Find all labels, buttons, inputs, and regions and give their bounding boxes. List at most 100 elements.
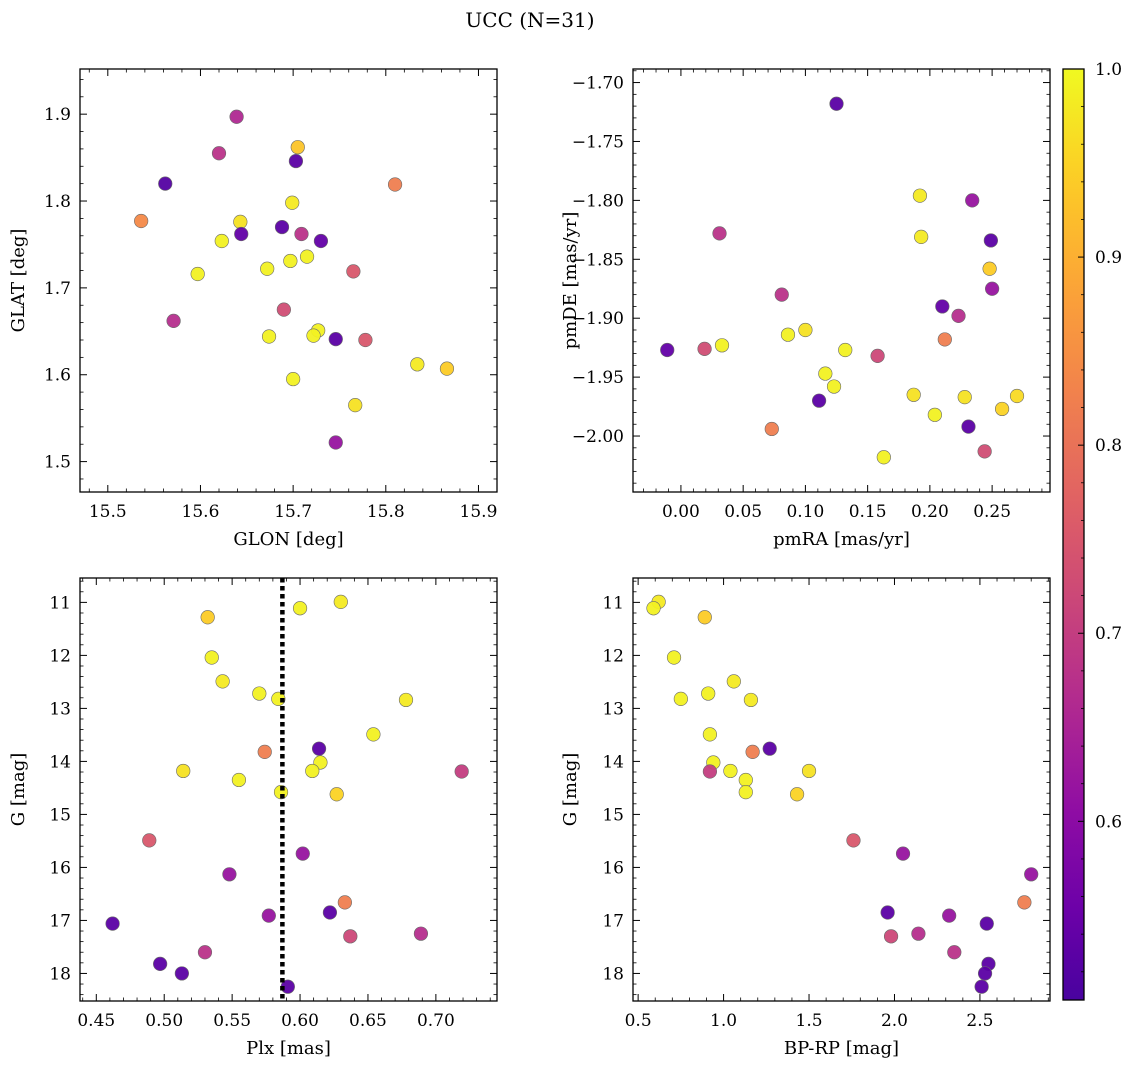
x-tick-label: 1.5 xyxy=(796,1011,823,1031)
scatter-point xyxy=(158,176,173,191)
scatter-point xyxy=(215,674,230,689)
x-tick-label: 2.5 xyxy=(966,1011,993,1031)
colorbar-tick-label: 0.8 xyxy=(1095,436,1122,456)
scatter-point xyxy=(977,444,992,459)
scatter-point xyxy=(290,140,305,155)
scatter-point xyxy=(176,763,191,779)
colorbar-tick-label: 0.9 xyxy=(1095,248,1122,268)
colorbar-gradient xyxy=(1062,68,1085,1001)
scatter-point xyxy=(646,601,661,616)
scatter-point xyxy=(190,266,205,282)
scatter-point xyxy=(292,601,308,616)
y-tick-label: 1.8 xyxy=(44,192,71,212)
scatter-point xyxy=(328,332,343,347)
y-tick-label: −1.80 xyxy=(572,191,624,211)
x-tick-label: 0.20 xyxy=(911,502,949,522)
y-tick-label: 16 xyxy=(602,858,624,878)
axes-frame xyxy=(79,577,498,1002)
colorbar-tick-label: 0.6 xyxy=(1095,812,1122,832)
scatter-point xyxy=(977,966,993,981)
y-axis-label: G [mag] xyxy=(8,753,29,826)
scatter-point xyxy=(153,956,168,971)
scatter-point xyxy=(166,313,181,328)
y-tick-label: 12 xyxy=(49,646,71,666)
scatter-point xyxy=(738,772,753,788)
y-axis-label: G [mag] xyxy=(560,753,581,826)
y-axis-label: GLAT [deg] xyxy=(8,229,29,333)
scatter-point xyxy=(818,366,833,381)
scatter-point xyxy=(911,926,926,941)
y-tick-label: 12 xyxy=(602,646,624,666)
y-tick-label: 15 xyxy=(49,805,71,825)
y-tick-label: 14 xyxy=(49,752,71,772)
scatter-point xyxy=(233,214,248,229)
scatter-point xyxy=(413,926,429,941)
panel-3: 0.45 0.50 0.55 0.60 0.65 0.70 11 12 13 14 15 16 17 18… xyxy=(8,577,498,1059)
scatter-point xyxy=(283,253,298,269)
x-tick-label: 0.5 xyxy=(625,1011,652,1031)
scatter-point xyxy=(826,379,842,394)
axes-frame xyxy=(79,68,498,493)
x-tick-label: 15.5 xyxy=(89,502,127,522)
x-tick-label: 15.7 xyxy=(274,502,312,522)
scatter-point xyxy=(1024,867,1039,882)
x-tick-label: 0.15 xyxy=(849,502,887,522)
scatter-point xyxy=(880,905,895,920)
scatter-point xyxy=(994,401,1010,417)
x-tick-label: 2.0 xyxy=(881,1011,908,1031)
scatter-point xyxy=(701,686,716,701)
scatter-point xyxy=(105,916,120,931)
scatter-point xyxy=(935,299,950,314)
scatter-point xyxy=(811,393,827,408)
x-tick-label: 1.0 xyxy=(710,1011,737,1031)
x-tick-label: 0.50 xyxy=(145,1011,183,1031)
x-tick-label: 15.6 xyxy=(182,502,220,522)
panel-2: 0.00 0.05 0.10 0.15 0.20 0.25 −2.00 −1.95 −1.90 −… xyxy=(560,68,1051,550)
x-tick-label: 15.8 xyxy=(367,502,405,522)
y-tick-label: 11 xyxy=(49,593,71,613)
scatter-point xyxy=(348,398,363,413)
scatter-point xyxy=(743,692,759,708)
y-tick-label: 18 xyxy=(49,964,71,984)
scatter-point xyxy=(1009,388,1025,404)
scatter-point xyxy=(211,146,227,161)
scatter-point xyxy=(200,610,215,625)
scatter-point xyxy=(214,233,229,249)
figure-title: UCC (N=31) xyxy=(465,8,594,32)
x-axis-label: pmRA [mas/yr] xyxy=(773,529,910,550)
scatter-point xyxy=(261,908,276,923)
scatter-point xyxy=(965,193,980,208)
scatter-point xyxy=(306,328,321,343)
scatter-point xyxy=(895,846,911,861)
scatter-point xyxy=(311,741,327,756)
y-tick-label: −1.85 xyxy=(572,250,624,270)
scatter-point xyxy=(745,744,760,759)
scatter-point xyxy=(673,691,688,706)
panel-1: 15.5 15.6 15.7 15.8 15.9 1.5 1.6 1.7 1.8 1.9 GLON … xyxy=(8,68,498,550)
scatter-point xyxy=(982,261,997,276)
scatter-point xyxy=(870,348,885,364)
scatter-point xyxy=(398,692,414,708)
scatter-point xyxy=(387,177,403,192)
scatter-point xyxy=(702,727,718,742)
scatter-point xyxy=(947,945,962,960)
y-tick-label: −1.90 xyxy=(572,309,624,329)
x-tick-label: 0.45 xyxy=(77,1011,115,1031)
scatter-point xyxy=(261,329,277,344)
y-tick-label: 16 xyxy=(49,858,71,878)
scatter-point xyxy=(883,929,899,944)
x-tick-label: 0.25 xyxy=(973,502,1011,522)
scatter-point xyxy=(961,419,976,434)
scatter-point xyxy=(723,763,738,779)
scatter-point xyxy=(328,435,343,450)
y-axis-label: pmDE [mas/yr] xyxy=(560,212,581,350)
scatter-point xyxy=(197,945,213,960)
scatter-point xyxy=(204,650,219,665)
scatter-point xyxy=(985,281,1000,296)
scatter-point xyxy=(697,610,712,625)
scatter-point xyxy=(660,342,675,358)
x-tick-label: 0.60 xyxy=(281,1011,319,1031)
scatter-point xyxy=(222,867,237,882)
y-tick-label: −1.95 xyxy=(572,368,624,388)
